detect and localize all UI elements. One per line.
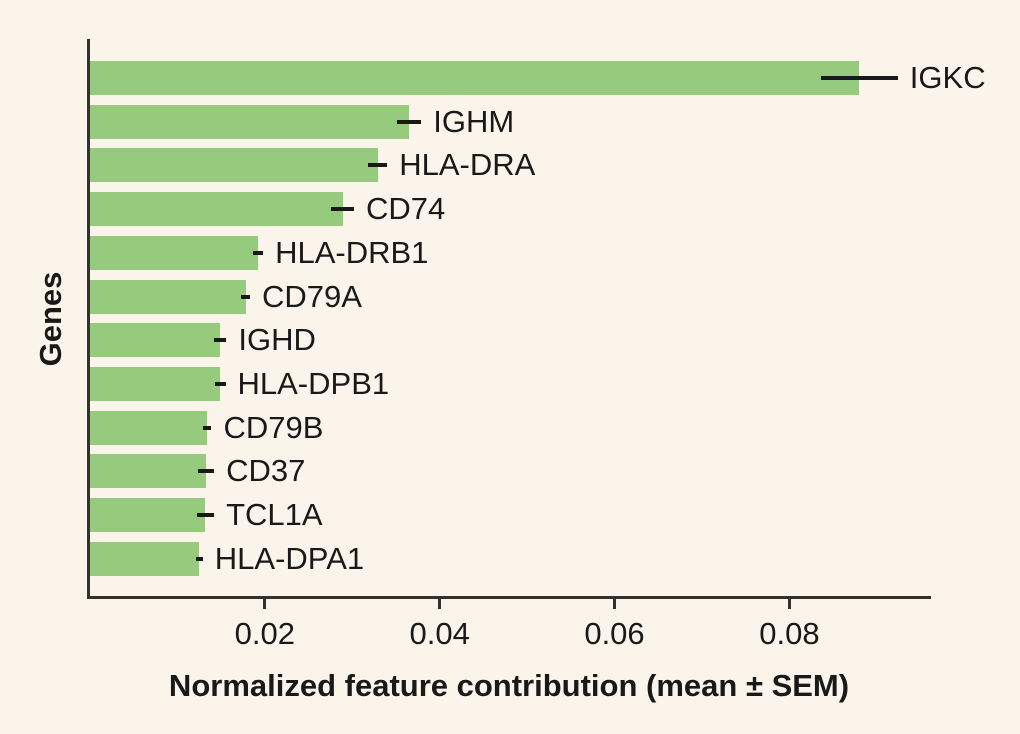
error-bar-cd79b — [202, 425, 212, 430]
x-axis-tick — [613, 599, 616, 609]
error-bar-hla-drb1 — [252, 250, 264, 255]
bar-label-igkc: IGKC — [909, 60, 986, 95]
error-bar-igkc — [820, 76, 898, 80]
x-axis-tick — [787, 599, 791, 609]
error-bar-cd74 — [331, 207, 354, 212]
error-bar-ighd — [214, 338, 227, 343]
bar-label-ighm: IGHM — [433, 103, 515, 139]
bar-label-hla-drb1: HLA-DRB1 — [275, 234, 429, 270]
x-axis-tick — [438, 599, 442, 609]
x-axis-tick-label: 0.02 — [234, 616, 295, 651]
y-axis-label: Genes — [33, 271, 68, 367]
bar-label-cd79a: CD79A — [262, 278, 362, 314]
x-axis-tick-label: 0.04 — [409, 616, 470, 651]
bar-cd79a — [90, 279, 246, 314]
x-axis-tick-label: 0.08 — [759, 616, 820, 651]
bar-igkc — [90, 61, 860, 95]
x-axis-label: Normalized feature contribution (mean ± … — [168, 668, 850, 703]
error-bar-ighm — [396, 119, 422, 124]
bar-cd74 — [90, 192, 343, 227]
error-bar-cd37 — [198, 469, 215, 474]
bar-ighm — [90, 104, 410, 139]
bar-label-hla-dpa1: HLA-DPA1 — [214, 540, 365, 576]
bar-label-hla-dpb1: HLA-DPB1 — [237, 365, 390, 401]
bar-hla-drb1 — [90, 235, 258, 270]
bar-ighd — [90, 323, 221, 358]
bar-label-hla-dra: HLA-DRA — [399, 147, 536, 183]
error-bar-cd79a — [241, 294, 250, 299]
error-bar-hla-dra — [368, 163, 388, 168]
bar-label-ighd: IGHD — [238, 322, 316, 358]
bar-hla-dra — [90, 148, 378, 183]
x-axis-tick — [263, 599, 267, 609]
bar-label-cd74: CD74 — [366, 191, 446, 227]
error-bar-tcl1a — [196, 513, 215, 517]
error-bar-hla-dpb1 — [215, 381, 226, 386]
x-axis-tick-label: 0.06 — [584, 616, 645, 651]
bar-label-cd37: CD37 — [226, 453, 306, 489]
bar-tcl1a — [90, 498, 206, 532]
error-bar-hla-dpa1 — [195, 556, 203, 561]
bar-cd37 — [90, 454, 207, 489]
bar-label-tcl1a: TCL1A — [226, 497, 323, 532]
bar-hla-dpa1 — [90, 541, 200, 576]
bar-label-cd79b: CD79B — [223, 409, 324, 445]
bar-hla-dpb1 — [90, 366, 221, 401]
bar-cd79b — [90, 410, 208, 445]
plot-area: IGKC IGHM HLA-DRA CD74 HLA-DRB1 CD79A IGHD HLA-… — [87, 39, 986, 651]
